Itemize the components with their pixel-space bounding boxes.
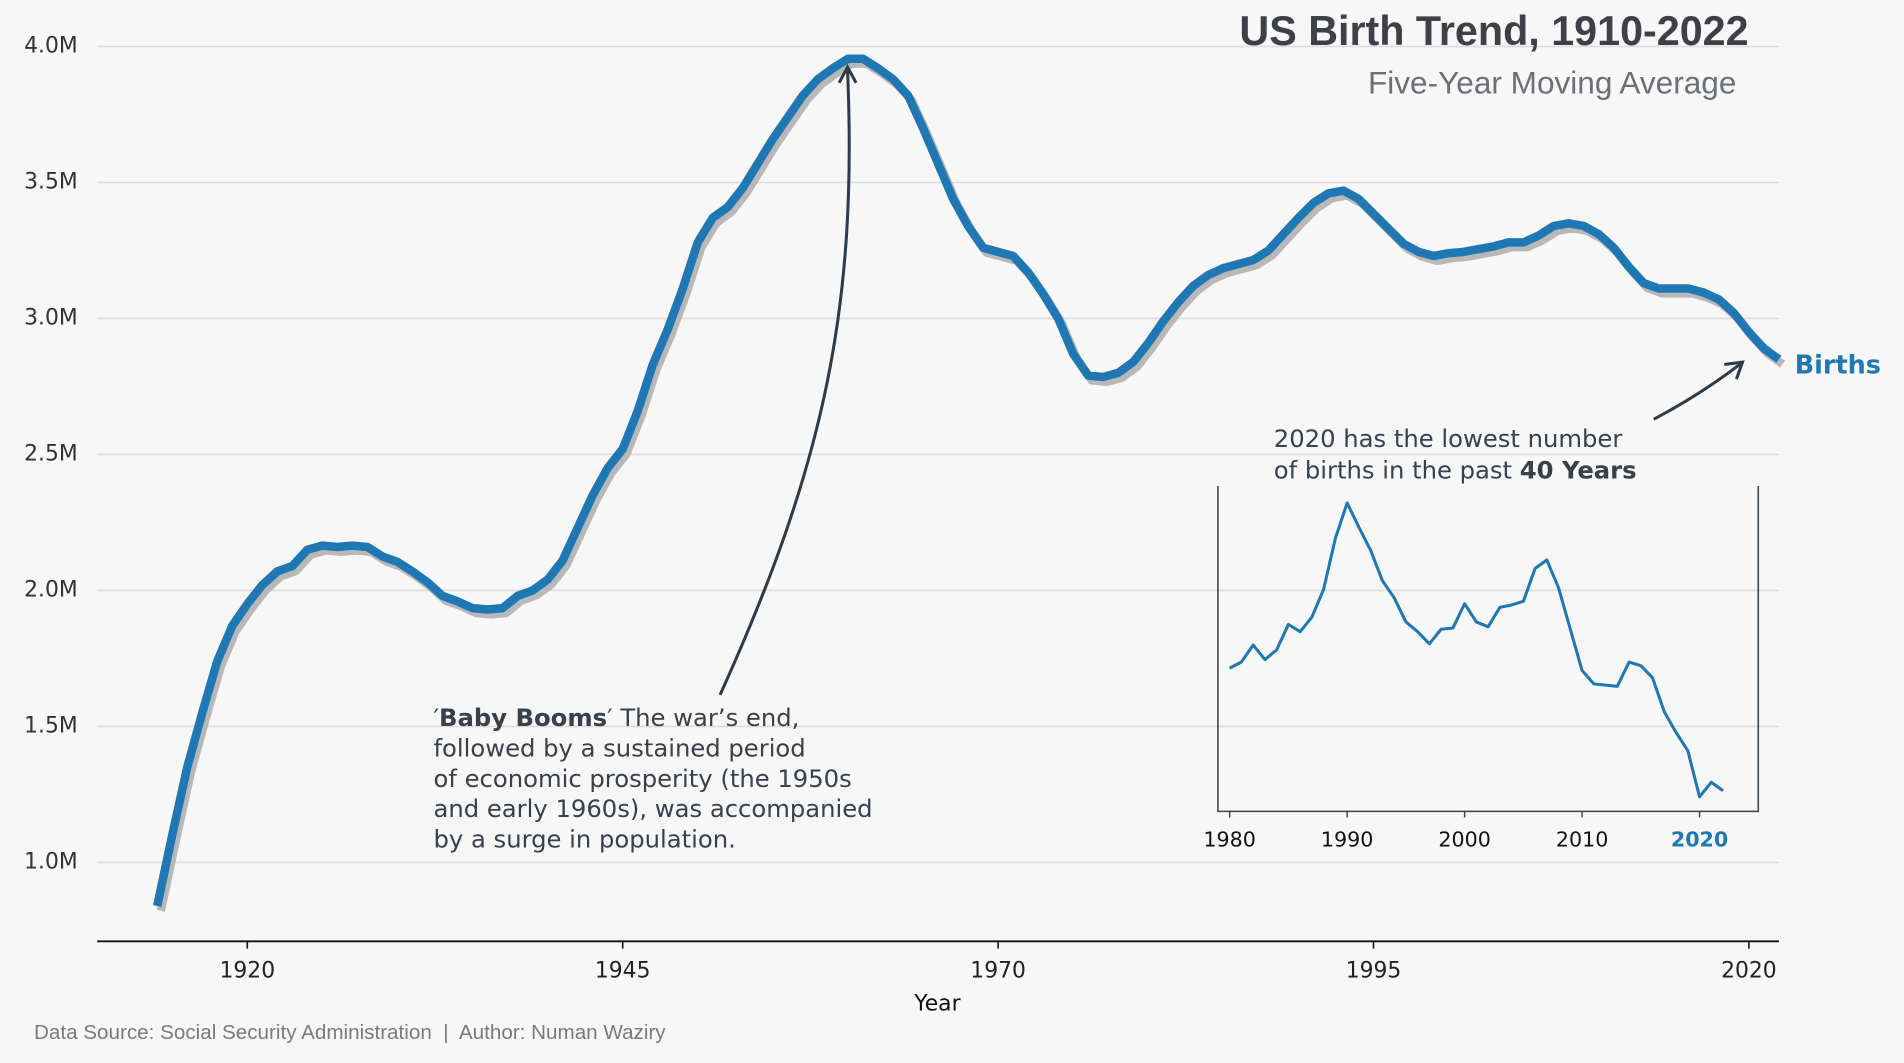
inset-frame <box>1217 485 1760 813</box>
annotation-text: of births in the past 40 Years <box>1274 455 1637 484</box>
x-tick-label: 1990 <box>1321 828 1374 852</box>
x-tick-label: 2000 <box>1438 828 1491 852</box>
inset-plot: 1980 1990 2000 2010 2020 <box>1203 485 1760 852</box>
annotation-text: 2020 has the lowest number <box>1274 424 1623 453</box>
x-tick-label: 2020 <box>1721 959 1777 984</box>
source-note: Data Source: Social Security Administrat… <box>34 1021 666 1044</box>
arrow <box>718 70 851 696</box>
annotation-text: ′ <box>434 703 440 732</box>
y-tick-label: 2.0M <box>24 577 78 602</box>
x-tick-label: 1920 <box>220 959 276 984</box>
x-tick-label: 1980 <box>1203 828 1256 852</box>
arrow-head <box>1724 360 1745 380</box>
chart-title: US Birth Trend, 1910-2022 <box>1239 8 1748 54</box>
annotation-text: of births in the past <box>1274 455 1520 484</box>
y-tick-label: 1.0M <box>24 849 78 874</box>
main-plot: 1.0M 1.5M 2.0M 2.5M 3.0M 3.5M 4.0M 1920 1945 1970… <box>24 33 1881 983</box>
annotation-bold: 40 Years <box>1520 455 1637 484</box>
x-axis-label: Year <box>913 991 960 1016</box>
arrow <box>1653 362 1743 421</box>
annotation-text: of economic prosperity (the 1950s <box>434 764 852 793</box>
annotation-text: ′ The war’s end, <box>607 703 799 732</box>
y-tick-label: 3.0M <box>24 305 78 330</box>
grid <box>97 45 1779 864</box>
annotation-text: 2020 has the lowest number <box>1274 424 1623 453</box>
y-tick-label: 2.5M <box>24 441 78 466</box>
arrow-head <box>837 63 858 84</box>
annotation-text: followed by a sustained period <box>434 733 806 762</box>
series-label: Births <box>1795 351 1881 381</box>
y-tick-label: 1.5M <box>24 713 78 738</box>
annotation-bold: Baby Booms <box>439 703 607 732</box>
x-tick-label: 2020 <box>1671 828 1728 852</box>
x-tick-label: 1970 <box>970 959 1026 984</box>
chart-subtitle: Five-Year Moving Average <box>1368 65 1736 101</box>
y-tick-label: 3.5M <box>24 169 78 194</box>
y-tick-label: 4.0M <box>24 33 78 58</box>
x-tick-label: 1995 <box>1346 959 1402 984</box>
x-tick-label: 2010 <box>1556 828 1609 852</box>
annotation-text: and early 1960s), was accompanied <box>434 794 873 823</box>
line <box>153 54 1782 907</box>
annotation-text: by a surge in population. <box>434 825 736 854</box>
x-tick-label: 1945 <box>595 959 651 984</box>
annotation: ′Baby Booms′ The war’s end, <box>434 703 800 732</box>
line <box>1228 501 1724 799</box>
